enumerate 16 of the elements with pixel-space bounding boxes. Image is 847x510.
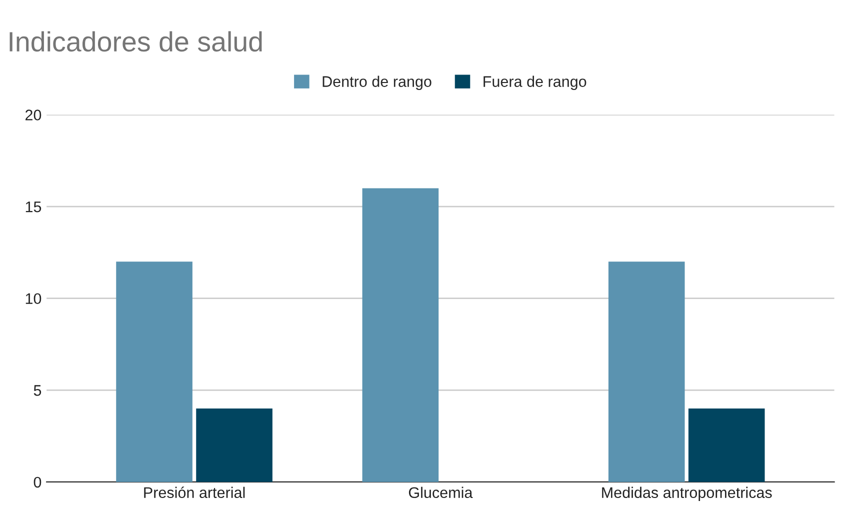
y-tick-label: 5 [34,385,42,396]
y-tick-label: 0 [34,476,42,488]
bar [688,408,765,482]
bar [196,408,272,482]
chart-title: Indicadores de salud [10,31,262,52]
y-tick-label: 15 [26,202,42,212]
bar [362,188,439,482]
legend-label: Fuera de rango [484,76,586,90]
legend-label: Dentro de rango [322,76,432,90]
y-tick-label: 20 [26,110,42,120]
y-tick-label: 10 [26,293,42,304]
x-tick-label: Presión arterial [144,486,245,498]
x-tick-label: Medidas antropometricas [602,486,772,502]
x-tick-label: Glucemia [408,486,473,498]
bar [116,262,192,482]
bar [608,262,685,482]
